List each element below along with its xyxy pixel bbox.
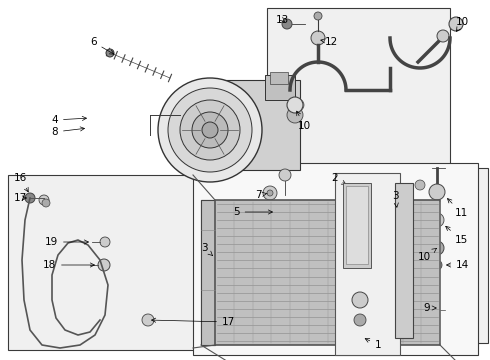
Circle shape [202, 122, 218, 138]
Circle shape [39, 195, 49, 205]
Circle shape [265, 207, 275, 217]
Text: 13: 13 [276, 15, 289, 25]
Bar [265, 75, 295, 100]
Circle shape [432, 260, 442, 270]
Circle shape [415, 180, 425, 190]
Text: 2: 2 [331, 173, 346, 184]
Circle shape [98, 259, 110, 271]
Circle shape [279, 169, 291, 181]
Bar [201, 200, 215, 345]
Circle shape [311, 31, 325, 45]
Text: 11: 11 [447, 198, 468, 218]
Text: 10: 10 [296, 111, 311, 131]
Text: 12: 12 [321, 37, 338, 47]
Bar [267, 8, 450, 176]
Circle shape [158, 78, 262, 182]
Circle shape [106, 49, 114, 57]
Circle shape [287, 107, 303, 123]
Bar [335, 173, 400, 355]
Text: 16: 16 [14, 173, 28, 192]
Circle shape [263, 186, 277, 200]
Text: 10: 10 [418, 248, 437, 262]
Text: 5: 5 [233, 207, 272, 217]
Circle shape [429, 184, 445, 200]
Circle shape [314, 12, 322, 20]
Bar [270, 72, 288, 84]
Circle shape [449, 17, 463, 31]
Text: 7: 7 [255, 190, 267, 200]
Bar [215, 80, 300, 170]
Text: 3: 3 [392, 191, 399, 207]
Text: 6: 6 [90, 37, 114, 54]
Bar [8, 175, 201, 350]
Circle shape [267, 190, 273, 196]
Bar [400, 168, 488, 343]
Circle shape [430, 213, 444, 227]
Circle shape [168, 88, 252, 172]
Circle shape [142, 314, 154, 326]
Text: 14: 14 [446, 260, 469, 270]
Text: 10: 10 [456, 17, 469, 31]
Circle shape [25, 193, 35, 203]
Circle shape [430, 241, 444, 255]
Text: 9: 9 [423, 303, 436, 313]
Circle shape [287, 97, 303, 113]
Circle shape [180, 100, 240, 160]
Text: 17: 17 [151, 317, 235, 327]
Circle shape [42, 199, 50, 207]
Text: 1: 1 [365, 338, 382, 350]
Bar [346, 186, 368, 264]
Text: 8: 8 [51, 127, 84, 137]
Circle shape [354, 314, 366, 326]
Circle shape [352, 292, 368, 308]
Circle shape [100, 237, 110, 247]
Circle shape [292, 99, 304, 111]
Text: 19: 19 [45, 237, 88, 247]
Bar [215, 200, 440, 345]
Circle shape [282, 19, 292, 29]
Bar [201, 200, 215, 345]
Text: 4: 4 [51, 115, 86, 125]
Text: 3: 3 [201, 243, 213, 256]
Bar [193, 163, 478, 355]
Text: 18: 18 [43, 260, 95, 270]
Text: 15: 15 [446, 226, 468, 245]
Circle shape [192, 112, 228, 148]
Bar [343, 183, 371, 268]
Bar [395, 183, 413, 338]
Text: 17: 17 [14, 193, 27, 203]
Circle shape [437, 30, 449, 42]
